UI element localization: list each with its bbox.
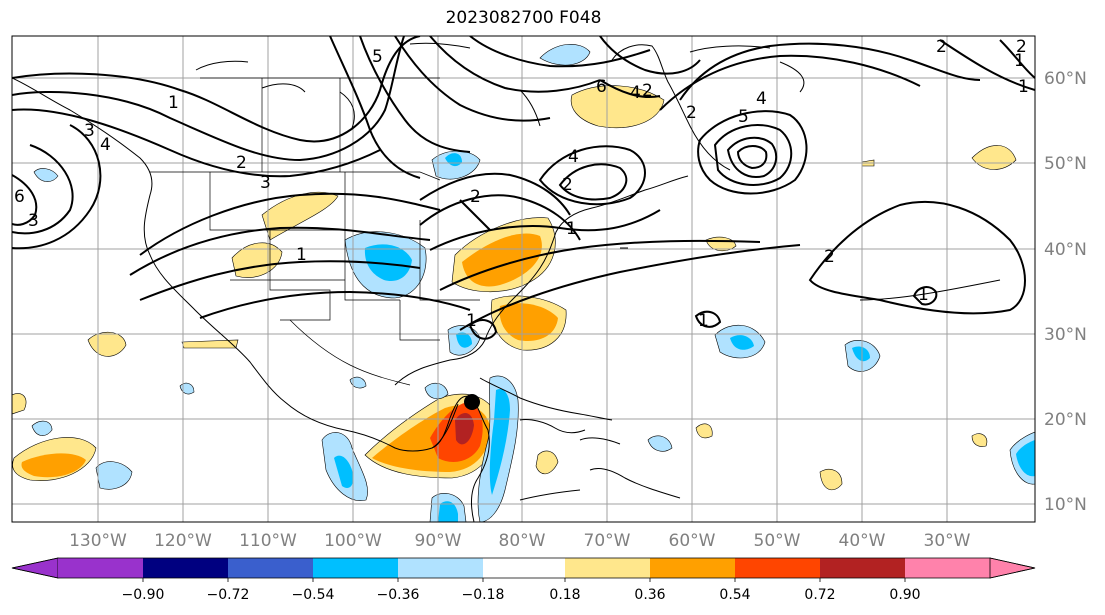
contour-label: 1	[466, 311, 477, 331]
contour-label: 2	[642, 81, 653, 101]
contour-label: 3	[84, 121, 95, 141]
contour-labels: 1 2 3 6 3 5 6 4 2 2 5 4 4 2 1 1 2 1 1 1 …	[14, 37, 1029, 331]
coastlines	[12, 42, 1001, 522]
contour-label: 1	[566, 219, 577, 239]
lon-tick-label: 110°W	[239, 531, 297, 551]
contour-label: 1	[1014, 51, 1025, 71]
contour-label: 3	[260, 173, 271, 193]
contour-label: 6	[14, 187, 25, 207]
contour-label: 2	[824, 247, 835, 267]
colorbar-segment	[143, 558, 228, 578]
colorbar-tick-label: 0.36	[634, 587, 665, 603]
contour-label: 5	[372, 47, 383, 67]
colorbar-segment	[565, 558, 650, 578]
contour-label: 6	[596, 77, 607, 97]
colorbar-tick-label: 0.72	[804, 587, 835, 603]
colorbar-tick-label: −0.18	[462, 587, 505, 603]
colorbar: −0.90 −0.72 −0.54 −0.36 −0.18 0.18 0.36 …	[11, 557, 1036, 603]
longitude-labels: 130°W 120°W 110°W 100°W 90°W 80°W 70°W 6…	[69, 531, 971, 551]
colorbar-segment	[483, 558, 565, 578]
contour-label: 2	[562, 175, 573, 195]
latitude-labels: 60°N 50°N 40°N 30°N 20°N 10°N	[1044, 69, 1087, 515]
colorbar-tick-label: −0.90	[122, 587, 165, 603]
colorbar-tick-label: 0.54	[719, 587, 750, 603]
lat-tick-label: 30°N	[1044, 325, 1087, 345]
colorbar-segment	[905, 558, 990, 578]
contour-label: 1	[698, 311, 709, 331]
contour-label: 3	[28, 211, 39, 231]
contour-label: 1	[296, 245, 307, 265]
colorbar-segment	[313, 558, 398, 578]
lat-tick-label: 60°N	[1044, 69, 1087, 89]
lon-tick-label: 60°W	[669, 531, 716, 551]
storm-center-marker	[464, 394, 480, 410]
colorbar-tick-label: −0.36	[377, 587, 420, 603]
colorbar-extend-high	[989, 557, 1036, 579]
colorbar-segment	[58, 558, 143, 578]
contour-label: 2	[686, 103, 697, 123]
lon-tick-label: 40°W	[839, 531, 886, 551]
lon-tick-label: 70°W	[584, 531, 631, 551]
lat-tick-label: 10°N	[1044, 495, 1087, 515]
lon-tick-label: 50°W	[754, 531, 801, 551]
colorbar-segment	[820, 558, 905, 578]
contour-label: 2	[470, 187, 481, 207]
contour-label: 1	[168, 93, 179, 113]
contour-label: 4	[756, 89, 767, 109]
lon-tick-label: 120°W	[154, 531, 212, 551]
contour-label: 4	[630, 83, 641, 103]
colorbar-segment	[650, 558, 735, 578]
colorbar-extend-low	[11, 557, 59, 579]
lon-tick-label: 100°W	[324, 531, 382, 551]
contour-label: 4	[100, 135, 111, 155]
lat-tick-label: 40°N	[1044, 240, 1087, 260]
colorbar-tick-label: −0.54	[292, 587, 335, 603]
contour-label: 1	[1018, 77, 1029, 97]
lon-tick-label: 80°W	[499, 531, 546, 551]
colorbar-tick-label: −0.72	[207, 587, 250, 603]
cool-anomaly-shading	[31, 44, 1035, 522]
colorbar-tick-label: 0.90	[889, 587, 920, 603]
contour-label: 4	[568, 147, 579, 167]
contour-lines	[12, 36, 1035, 340]
colorbar-segment	[398, 558, 483, 578]
colorbar-segment	[228, 558, 313, 578]
contour-label: 1	[918, 285, 929, 305]
lat-tick-label: 50°N	[1044, 154, 1087, 174]
colorbar-tick-label: 0.18	[549, 587, 580, 603]
colorbar-segment	[735, 558, 820, 578]
map-frame	[11, 35, 1036, 523]
map-title: 2023082700 F048	[445, 8, 602, 28]
contour-label: 2	[236, 153, 247, 173]
contour-label: 2	[936, 37, 947, 57]
lat-tick-label: 20°N	[1044, 410, 1087, 430]
lon-tick-label: 90°W	[415, 531, 462, 551]
lon-tick-label: 130°W	[69, 531, 127, 551]
contour-label: 2	[1016, 37, 1027, 57]
contour-label: 5	[738, 107, 749, 127]
lon-tick-label: 30°W	[924, 531, 971, 551]
